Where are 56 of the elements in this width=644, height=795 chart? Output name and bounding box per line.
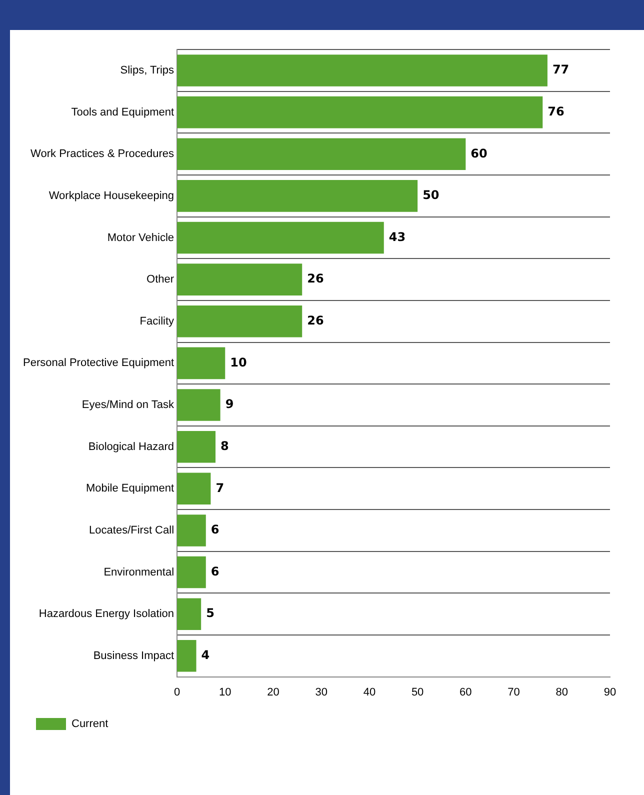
y-tick-label: Facility [140,315,175,328]
y-tick-label: Tools and Equipment [71,106,174,118]
bar [177,138,466,170]
x-tick-label: 20 [267,686,280,698]
legend-label: Current [72,718,108,730]
y-tick-label: Personal Protective Equipment [22,357,174,370]
data-label: 10 [230,355,247,370]
x-tick-label: 60 [460,686,472,698]
bar [177,54,548,86]
y-tick-label: Other [146,274,174,286]
y-tick-label: Locates/First Call [89,524,174,536]
bar [177,264,302,296]
data-label: 77 [552,62,570,77]
x-tick-label: 40 [363,686,376,698]
x-tick-label: 0 [174,686,180,698]
bar [177,180,418,212]
bar [177,222,384,254]
y-tick-label: Biological Hazard [88,440,174,453]
bar [177,96,543,128]
bar [177,514,206,546]
data-label: 6 [210,564,220,578]
y-tick-label: Hazardous Energy Isolation [38,608,174,620]
x-tick-label: 80 [556,686,568,698]
y-tick-label: Eyes/Mind on Task [82,399,175,412]
x-tick-label: 90 [604,686,616,698]
bar [177,472,211,505]
bar [177,347,226,380]
data-label: 60 [470,146,488,160]
bar [177,430,216,463]
y-tick-label: Slips, Trips [120,64,175,77]
y-tick-label: Mobile Equipment [86,482,174,495]
x-tick-label: 10 [219,686,232,698]
y-tick-label: Workplace Housekeeping [48,190,174,202]
x-tick-label: 50 [411,686,424,698]
x-tick-label: 70 [508,686,520,698]
data-label: 6 [210,522,220,537]
data-label: 8 [220,438,229,453]
x-tick-label: 30 [315,686,328,698]
data-label: 76 [548,104,564,118]
data-label: 50 [422,188,440,202]
bar [177,306,302,338]
bar [177,556,206,588]
data-label: 4 [201,648,210,662]
bar [177,598,202,630]
bar [177,640,196,672]
data-label: 26 [307,314,324,328]
data-label: 7 [216,480,224,495]
y-tick-label: Business Impact [93,650,174,662]
y-tick-label: Environmental [104,566,174,578]
y-tick-label: Work Practices & Procedures [30,148,175,160]
bar [177,389,220,421]
y-tick-label: Motor Vehicle [107,232,174,244]
data-label: 5 [206,606,214,620]
data-label: 26 [307,272,324,286]
data-label: 9 [225,397,234,412]
data-label: 43 [388,230,406,244]
